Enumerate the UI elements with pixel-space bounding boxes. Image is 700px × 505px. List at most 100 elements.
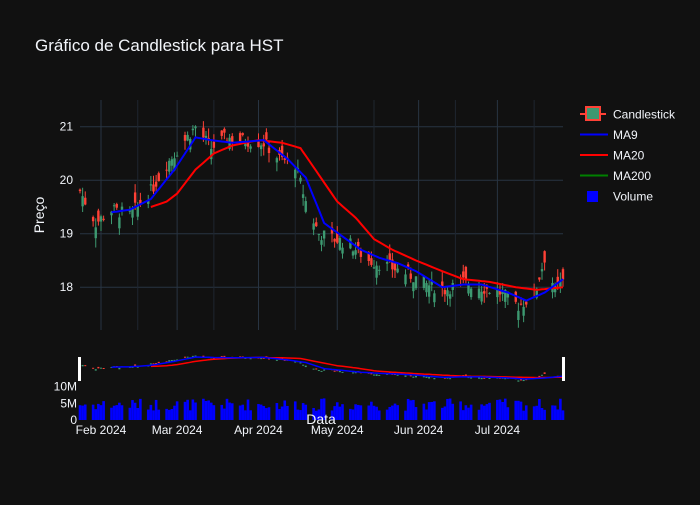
- candle-body: [464, 266, 468, 279]
- candle-body: [336, 231, 339, 243]
- legend-item-ma9[interactable]: MA9: [580, 128, 638, 142]
- volume-bar: [120, 405, 124, 420]
- volume-bar: [115, 405, 119, 420]
- candle: [496, 282, 499, 304]
- volume-bar: [506, 407, 510, 420]
- volume-bar: [175, 401, 179, 420]
- candle-body: [91, 217, 95, 222]
- legend[interactable]: Candlestick MA9 MA20 MA200 Volume: [580, 106, 676, 204]
- volume-bar: [440, 407, 444, 420]
- slider-candle: [223, 355, 226, 357]
- candle: [246, 136, 250, 152]
- volume-bar: [356, 404, 360, 420]
- slider-candle: [370, 373, 373, 375]
- slider-candle: [165, 361, 168, 363]
- volume-bar: [110, 407, 113, 420]
- volume-bar: [391, 405, 394, 420]
- candle-body: [147, 200, 150, 204]
- slider-candle: [352, 372, 354, 374]
- candle-body: [469, 288, 473, 298]
- volume-bar: [228, 402, 231, 420]
- candle-body: [535, 288, 538, 298]
- x-tick-label: Feb 2024: [76, 423, 127, 437]
- volume-bar: [543, 409, 546, 420]
- candle-body: [540, 269, 544, 272]
- volume-bar: [498, 399, 502, 420]
- candle: [372, 260, 376, 270]
- candle-body: [280, 145, 284, 157]
- volume-bar: [427, 402, 431, 420]
- price-y-ticks: 21 20 19 18: [60, 120, 74, 294]
- candle-body: [430, 280, 433, 285]
- volume-bar: [209, 402, 213, 420]
- volume-bar: [320, 398, 323, 420]
- slider-candle: [517, 380, 520, 382]
- volume-bar: [312, 408, 315, 420]
- slider-candle: [488, 377, 491, 379]
- slider-candle: [412, 376, 415, 378]
- range-slider[interactable]: [78, 352, 565, 383]
- candle-body: [183, 135, 187, 141]
- volume-bar: [131, 400, 134, 420]
- candle: [84, 191, 87, 206]
- volume-bar: [262, 405, 266, 420]
- candle-body: [139, 199, 142, 205]
- slider-candle: [425, 376, 428, 378]
- slider-candle: [191, 355, 194, 357]
- candle-body: [349, 238, 352, 249]
- candle-body: [396, 268, 399, 273]
- candle: [556, 269, 559, 290]
- candle-body: [388, 253, 391, 261]
- x-axis-label: Data: [306, 411, 336, 427]
- volume-bar: [94, 409, 98, 420]
- slider-handle-left[interactable]: [78, 357, 81, 381]
- legend-item-volume[interactable]: Volume: [587, 190, 653, 204]
- candle-body: [543, 251, 546, 263]
- candle: [207, 128, 210, 146]
- candle-body: [259, 145, 263, 150]
- candle: [249, 144, 252, 153]
- candle: [204, 131, 208, 145]
- candle-body: [441, 281, 444, 289]
- slider-candle: [543, 372, 546, 374]
- slider-candle: [249, 358, 252, 360]
- candle-body: [496, 289, 499, 298]
- candle-body: [304, 201, 307, 212]
- candle: [341, 242, 344, 259]
- volume-bar: [553, 405, 557, 420]
- legend-item-ma200[interactable]: MA200: [580, 169, 651, 183]
- volume-bar: [409, 400, 413, 420]
- candle: [317, 233, 321, 241]
- candle-body: [517, 310, 520, 320]
- volume-bar: [244, 410, 247, 420]
- volume-bar: [446, 398, 449, 420]
- candle: [469, 287, 473, 300]
- slider-candle: [415, 375, 417, 378]
- volume-bar: [173, 405, 176, 420]
- candle: [427, 279, 431, 304]
- slider-candle: [333, 370, 336, 372]
- candle: [448, 291, 452, 307]
- candle: [312, 218, 315, 236]
- legend-item-ma20[interactable]: MA20: [580, 149, 645, 163]
- candle-body: [249, 146, 252, 149]
- legend-item-candle[interactable]: Candlestick: [580, 106, 676, 122]
- volume-bar: [301, 403, 305, 420]
- volume-bar: [559, 398, 562, 420]
- candle-body: [94, 227, 97, 239]
- volume-bar: [330, 410, 334, 420]
- volume-bar: [532, 406, 536, 420]
- volume-bar: [496, 399, 499, 420]
- volume-bar: [503, 398, 507, 420]
- volume-y-tick-label: 5M: [60, 396, 77, 410]
- slider-candle: [422, 375, 425, 378]
- slider-candle: [541, 374, 543, 376]
- candle: [540, 262, 544, 280]
- slider-candle: [373, 374, 375, 376]
- candle: [561, 267, 565, 287]
- slider-candle: [446, 377, 449, 379]
- volume-bar: [414, 407, 418, 420]
- candle-body: [207, 137, 210, 140]
- slider-handle-right[interactable]: [562, 357, 565, 381]
